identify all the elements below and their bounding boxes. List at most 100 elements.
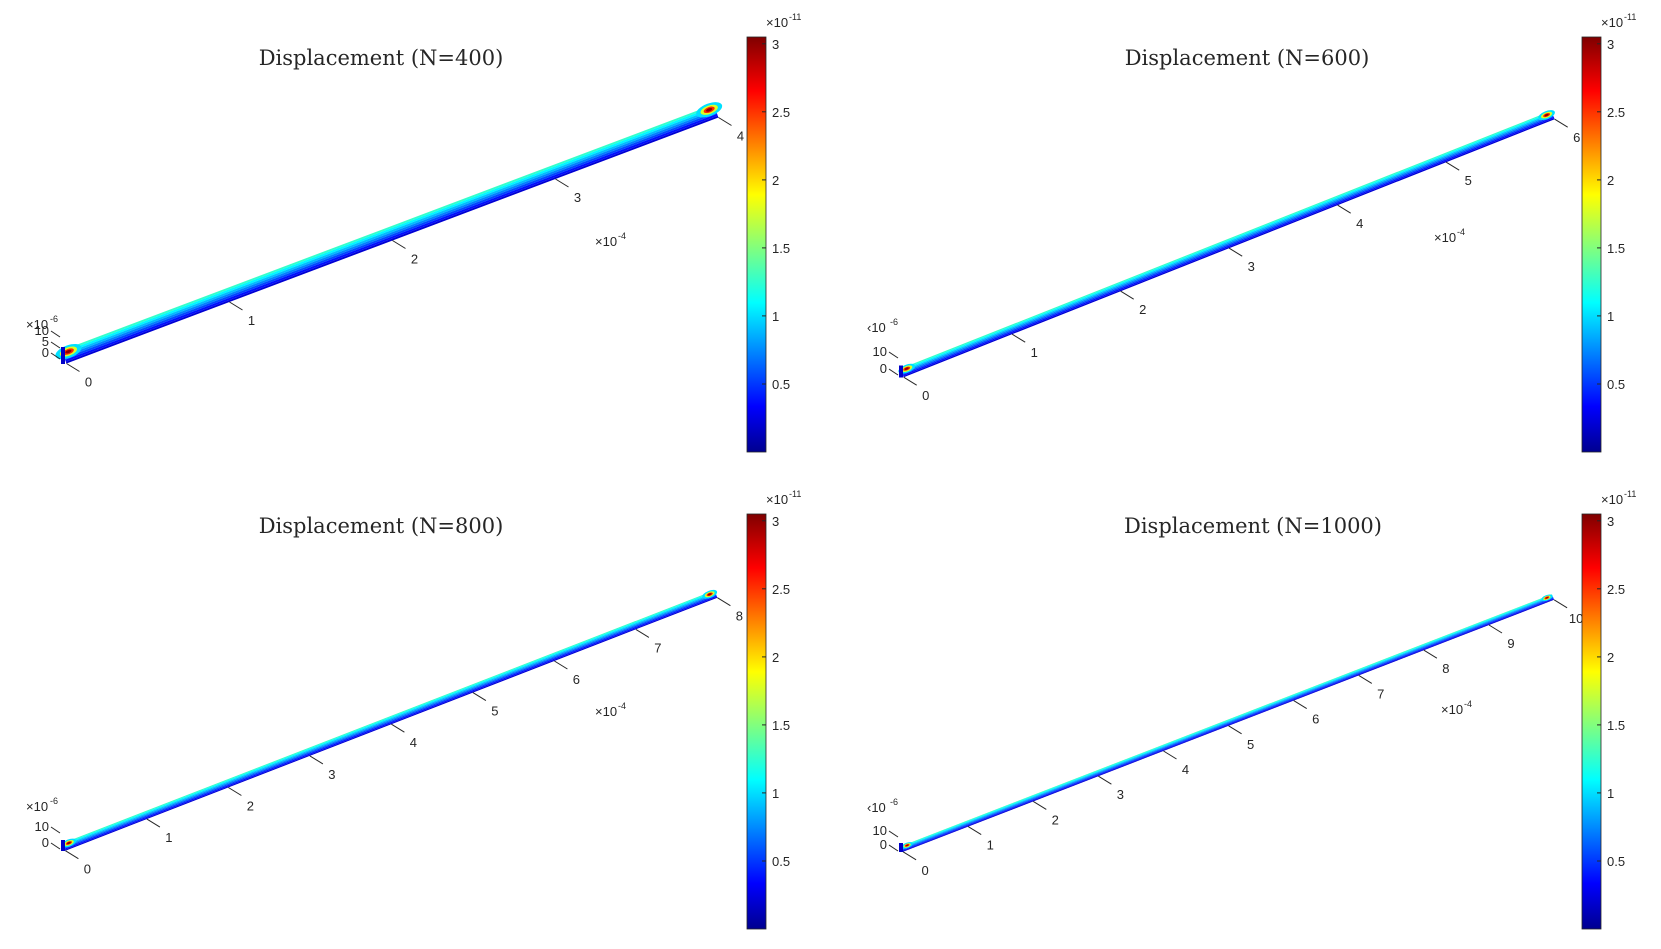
x-tick-mark — [1120, 290, 1134, 300]
x-ticks: 0 1 2 3 4 5 6 7 8 9 10 — [902, 599, 1583, 878]
chart-title: Displacement (N=600) — [1125, 46, 1370, 70]
z-tick-mark — [50, 341, 61, 349]
beam-strip — [63, 591, 716, 846]
x-tick-mark — [1011, 333, 1026, 343]
z-tick-label: 0 — [42, 345, 49, 360]
z-tick-label: 5 — [42, 334, 49, 349]
x-ticks: 0 1 2 3 4 5 6 7 8 — [65, 597, 743, 877]
beam-end-face — [61, 840, 65, 851]
x-tick-label: 4 — [1356, 216, 1363, 231]
beam-end-hotspot — [707, 593, 712, 596]
z-tick-mark — [888, 844, 899, 852]
colorbar-exponent-base: ×10 — [766, 492, 788, 507]
x-tick-label: 4 — [410, 735, 417, 750]
colorbar-gradient — [746, 513, 767, 930]
colorbar-exponent-base: ×10 — [1601, 15, 1623, 30]
x-tick-mark — [903, 376, 917, 386]
z-exponent-base: ×10 — [26, 799, 48, 814]
x-tick-label: 5 — [1247, 737, 1254, 752]
x-tick-mark — [1337, 204, 1351, 214]
colorbar-tick-label: 2.5 — [1607, 582, 1625, 597]
colorbar-tick-label: 1 — [772, 309, 779, 324]
x-tick-label: 7 — [1377, 686, 1384, 701]
colorbar-tick-label: 1.5 — [772, 241, 790, 256]
colorbar-tick-label: 3 — [772, 37, 779, 52]
colorbar-tick-label: 2.5 — [1607, 105, 1625, 120]
x-tick-mark — [1554, 118, 1568, 128]
beam-strip — [61, 104, 715, 353]
beam-strip — [901, 595, 1553, 848]
beam-strip — [903, 118, 1555, 378]
colorbar-gradient — [1581, 36, 1602, 453]
beam-surface — [61, 589, 718, 851]
x-tick-label: 3 — [328, 767, 335, 782]
x-tick-label: 2 — [1139, 302, 1146, 317]
z-exponent-label: ‹10 -6 — [867, 797, 898, 815]
x-tick-label: 0 — [84, 862, 91, 877]
z-tick-mark — [50, 330, 61, 338]
x-tick-label: 3 — [1248, 259, 1255, 274]
x-tick-label: 6 — [1573, 130, 1580, 145]
colorbar: 0.5 1 1.5 2 2.5 3 ×10 -11 — [1581, 489, 1636, 930]
beam-end-hotspot — [67, 841, 71, 845]
x-exponent-base: ×10 — [1434, 230, 1456, 245]
colorbar-tick-label: 2 — [1607, 650, 1614, 665]
x-tick-mark — [392, 240, 406, 249]
z-tick-label: 10 — [873, 823, 887, 838]
x-tick-mark — [229, 301, 243, 311]
colorbar-tick-label: 2.5 — [772, 105, 790, 120]
x-tick-label: 1 — [1031, 345, 1038, 360]
x-exponent-power: -4 — [618, 231, 626, 241]
beam-strip — [64, 111, 718, 360]
x-exponent-power: -4 — [1457, 227, 1465, 237]
beam-strip — [900, 112, 1553, 372]
colorbar-tick-label: 1.5 — [772, 718, 790, 733]
colorbar-exponent-power: -11 — [1624, 12, 1636, 22]
colorbar-tick-label: 3 — [1607, 37, 1614, 52]
x-tick-label: 8 — [1442, 661, 1449, 676]
x-tick-label: 10 — [1569, 611, 1583, 626]
z-exponent-base: ‹10 — [867, 800, 886, 815]
beam-strip — [902, 598, 1554, 851]
colorbar-tick-label: 0.5 — [1607, 377, 1625, 392]
beam-surface — [899, 594, 1555, 852]
x-tick-mark — [1358, 674, 1373, 684]
x-exponent-base: ×10 — [595, 234, 617, 249]
z-exponent-power: -6 — [50, 314, 58, 324]
x-ticks: 0 1 2 3 4 5 6 — [903, 118, 1580, 403]
colorbar-tick-label: 0.5 — [772, 854, 790, 869]
x-tick-mark — [555, 178, 569, 188]
x-tick-mark — [718, 117, 732, 126]
colorbar-tick-label: 1 — [772, 786, 779, 801]
beam-end-face — [899, 365, 903, 378]
beam-strip — [901, 114, 1554, 374]
colorbar-tick-label: 1 — [1607, 786, 1614, 801]
x-tick-mark — [472, 692, 487, 702]
beam-strip — [62, 108, 716, 357]
chart-title: Displacement (N=1000) — [1124, 514, 1382, 538]
x-tick-mark — [1293, 700, 1307, 710]
z-tick-mark — [50, 352, 61, 360]
beam-strip — [902, 599, 1555, 852]
x-tick-mark — [1423, 649, 1438, 659]
beam-end-hotspot — [1545, 597, 1549, 599]
beam-strip — [902, 597, 1554, 851]
beam-strip — [901, 113, 1553, 373]
x-tick-label: 6 — [1312, 712, 1319, 727]
x-tick-mark — [66, 363, 80, 372]
x-tick-mark — [1228, 247, 1243, 257]
x-tick-mark — [902, 851, 917, 861]
z-tick-label: 10 — [35, 323, 49, 338]
colorbar-tick-label: 0.5 — [1607, 854, 1625, 869]
colorbar: 0.5 1 1.5 2 2.5 3 ×10 -11 — [1581, 12, 1636, 453]
x-tick-mark — [1098, 775, 1112, 785]
x-exponent-power: -4 — [1464, 699, 1472, 709]
colorbar-tick-label: 2 — [1607, 173, 1614, 188]
z-tick-label: 0 — [880, 837, 887, 852]
z-axis: 010 — [873, 823, 899, 852]
x-tick-label: 1 — [165, 830, 172, 845]
chart-title: Displacement (N=400) — [259, 46, 504, 70]
beam-strip — [62, 106, 715, 355]
colorbar: 0.5 1 1.5 2 2.5 3 ×10 -11 — [746, 12, 801, 453]
